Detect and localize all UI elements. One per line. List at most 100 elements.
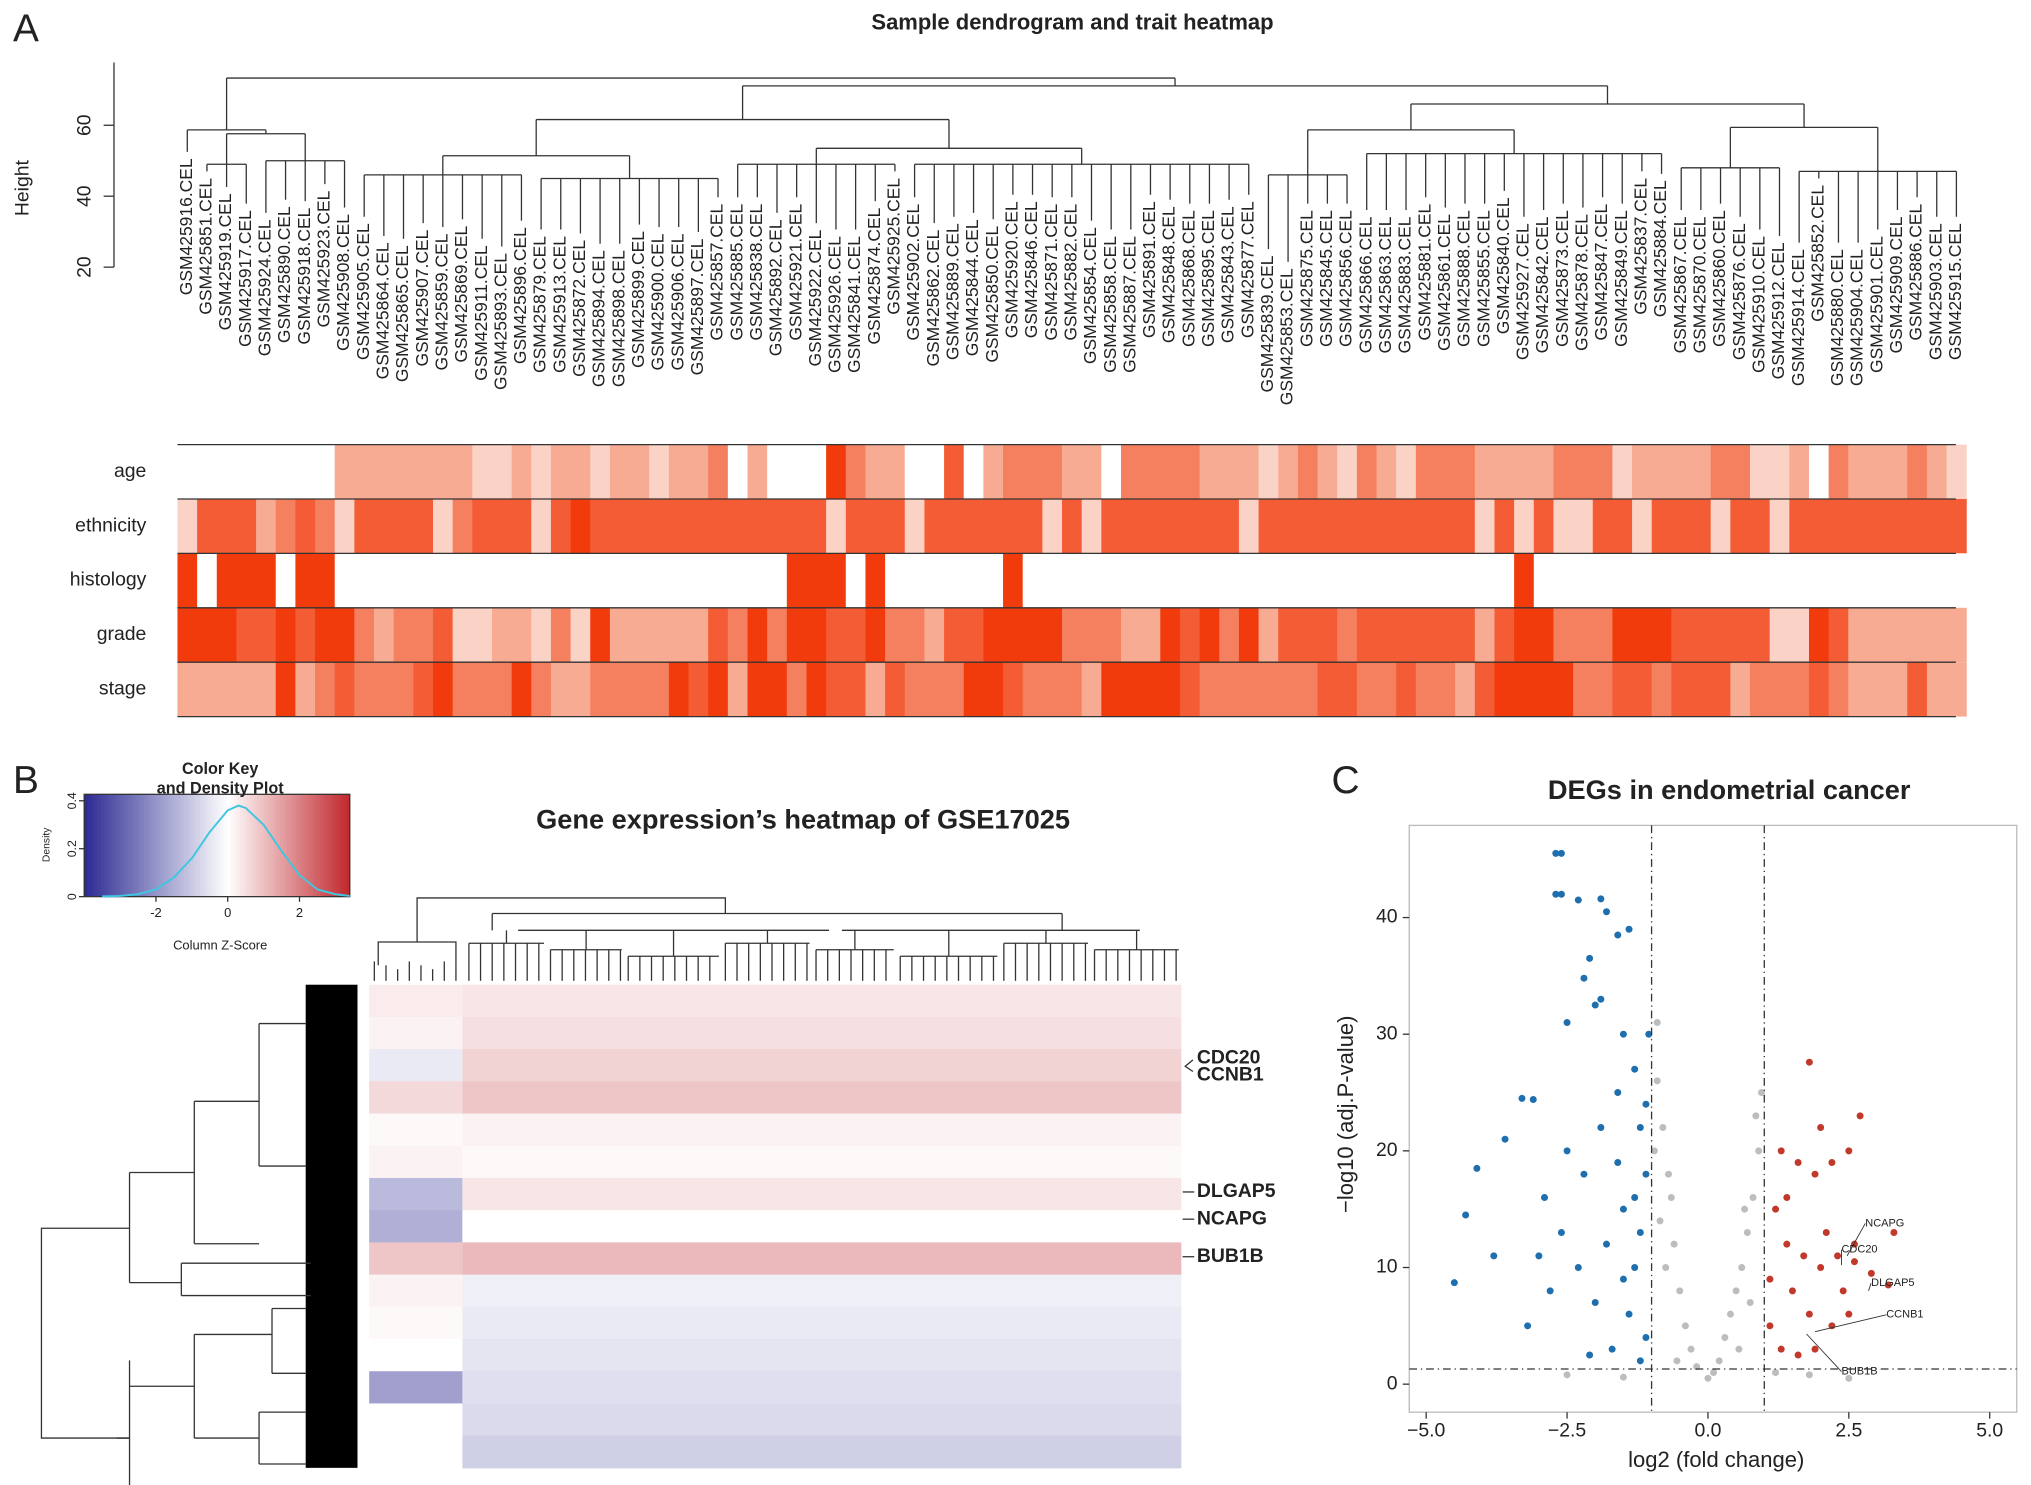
trait-cell <box>1907 553 1928 608</box>
annotation-leader <box>1806 1333 1842 1372</box>
trait-cell <box>354 607 375 663</box>
leaf-label: GSM425846.CEL <box>1021 201 1041 338</box>
trait-cell <box>668 607 690 663</box>
heatmap-cell <box>369 1371 463 1404</box>
trait-cell <box>786 498 807 554</box>
trait-cell <box>1317 444 1338 499</box>
trait-cell <box>1455 553 1476 608</box>
trait-cell <box>1278 607 1299 663</box>
trait-cell <box>1789 498 1810 554</box>
point <box>1788 1287 1796 1295</box>
gene-label: NCAPG <box>1197 1207 1267 1229</box>
trait-cell <box>649 607 670 663</box>
trait-cell <box>1042 553 1063 608</box>
trait-cell <box>747 662 768 717</box>
trait-cell <box>1022 498 1043 554</box>
leaf-label: GSM425904.CEL <box>1847 249 1867 386</box>
trait-cell <box>1533 498 1554 554</box>
trait-cell <box>1219 444 1240 499</box>
heatmap-cell <box>462 1177 1182 1211</box>
trait-cell <box>256 553 277 608</box>
point <box>1580 974 1588 982</box>
trait-cell <box>1612 662 1633 717</box>
point <box>1811 1345 1819 1353</box>
trait-cell <box>727 498 749 554</box>
trait-cell <box>256 607 277 663</box>
trait-cell <box>1730 662 1751 717</box>
color-key-swatch <box>236 794 241 897</box>
heatmap-cell <box>369 1049 463 1082</box>
trait-cell <box>334 607 355 663</box>
color-key-swatch <box>309 794 314 897</box>
trait-cell <box>1219 662 1240 717</box>
row-dendrogram <box>180 1100 311 1297</box>
leaf-label: GSM425853.CEL <box>1277 268 1297 405</box>
point <box>1777 1147 1785 1155</box>
trait-cell <box>806 444 827 499</box>
leaf-label: GSM425858.CEL <box>1100 236 1120 373</box>
x-tick-label: 5.0 <box>1976 1420 2003 1442</box>
color-key-swatch <box>226 794 231 897</box>
point <box>1766 1275 1774 1283</box>
color-key-swatch <box>253 794 258 897</box>
point <box>1557 849 1565 857</box>
color-key-swatch <box>223 794 228 897</box>
chart-title: Gene expression’s heatmap of GSE17025 <box>536 804 1070 835</box>
point <box>1603 1240 1610 1248</box>
leaf-label: GSM425859.CEL <box>431 233 451 370</box>
point <box>1546 1287 1554 1295</box>
point <box>1743 1229 1751 1237</box>
trait-cell <box>865 662 886 717</box>
point <box>1650 1147 1658 1155</box>
trait-cell <box>1474 498 1495 554</box>
y-tick-label: 20 <box>1376 1139 1398 1161</box>
point <box>1772 1205 1780 1213</box>
leaf-label: GSM425877.CEL <box>1237 201 1257 338</box>
leaf-label: GSM425866.CEL <box>1355 216 1375 353</box>
trait-cell <box>1160 444 1181 499</box>
y-tick-label: 0 <box>1387 1372 1398 1394</box>
leaf-label: GSM425855.CEL <box>1473 210 1493 347</box>
trait-cell <box>1140 553 1161 608</box>
trait-cell <box>1710 553 1731 608</box>
trait-cell <box>511 553 532 608</box>
color-key-swatch <box>216 794 221 897</box>
trait-cell <box>1808 607 1830 663</box>
trait-cell <box>1710 607 1731 663</box>
point <box>1757 1089 1765 1097</box>
row-label: ethnicity <box>75 514 146 536</box>
trait-cell <box>1474 662 1495 717</box>
y-tick-label: 60 <box>74 114 96 136</box>
leaf-label: GSM425897.CEL <box>687 238 707 375</box>
trait-cell <box>1140 607 1161 663</box>
trait-cell <box>1415 553 1437 608</box>
point <box>1738 1264 1746 1272</box>
leaf-label: GSM425861.CEL <box>1434 214 1454 351</box>
point <box>1653 1019 1661 1027</box>
annotation-leader <box>1846 1223 1866 1257</box>
trait-cell <box>1356 553 1378 608</box>
trait-cell <box>1671 553 1692 608</box>
heatmap-cell <box>462 1435 1182 1469</box>
leaf-label: GSM425905.CEL <box>353 223 373 360</box>
trait-cell <box>845 444 866 499</box>
point <box>1591 1001 1599 1009</box>
row-dendrogram <box>40 1227 130 1439</box>
trait-cell <box>1356 498 1378 554</box>
leaf-label: GSM425914.CEL <box>1788 249 1808 386</box>
trait-cell <box>1651 607 1672 663</box>
trait-cell <box>924 662 945 717</box>
gene-label: CCNB1 <box>1197 1064 1264 1086</box>
color-key-swatch <box>130 794 135 897</box>
trait-cell <box>1238 444 1260 499</box>
leaf-label: GSM425911.CEL <box>471 245 491 381</box>
trait-cell <box>432 553 454 608</box>
leaf-label: GSM425903.CEL <box>1925 223 1945 360</box>
trait-cell <box>354 662 375 717</box>
point <box>1845 1310 1853 1318</box>
trait-cell <box>1592 444 1613 499</box>
point <box>1659 1124 1667 1132</box>
column-dendrogram <box>468 930 545 944</box>
trait-cell <box>472 662 493 717</box>
trait-cell <box>1258 662 1279 717</box>
